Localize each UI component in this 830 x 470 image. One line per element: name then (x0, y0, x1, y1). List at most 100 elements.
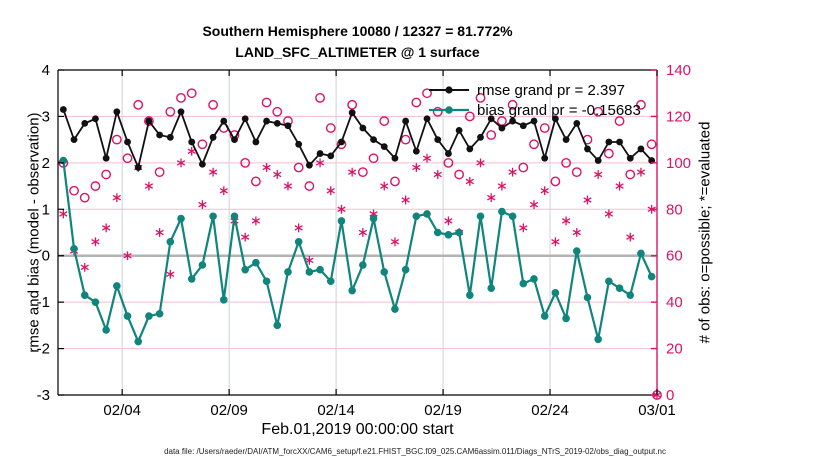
rmse-marker (348, 109, 356, 117)
y-left-tick-label: -1 (37, 294, 50, 311)
y-left-tick-label: 2 (42, 155, 50, 172)
evaluated-obs-point (262, 164, 271, 171)
bias-marker (572, 247, 581, 255)
evaluated-obs-point (433, 171, 442, 178)
evaluated-obs-point (636, 169, 646, 175)
evaluated-obs-point (358, 229, 367, 236)
rmse-marker (445, 150, 452, 157)
evaluated-obs-point (176, 160, 186, 166)
bias-marker (284, 268, 292, 276)
y-right-tick-label: 60 (666, 248, 683, 265)
possible-obs-point (518, 162, 529, 173)
evaluated-obs-point (519, 225, 528, 231)
bias-marker (455, 228, 463, 237)
chart-title-line1: Southern Hemisphere 10080 / 12327 = 81.7… (202, 23, 513, 39)
evaluated-obs-point (166, 271, 175, 278)
rmse-marker (70, 136, 78, 144)
possible-obs-point (593, 106, 604, 117)
bias-marker (487, 284, 496, 293)
possible-obs-point (111, 134, 122, 145)
bias-marker (476, 212, 485, 221)
bias-marker (412, 212, 421, 221)
x-tick-label: 02/19 (424, 402, 462, 419)
bias-marker (209, 212, 217, 221)
rmse-marker (338, 138, 345, 146)
bias-marker (230, 212, 239, 221)
possible-obs-point (240, 157, 251, 168)
possible-obs-point (603, 148, 614, 159)
bias-marker (134, 337, 143, 346)
bias-marker (626, 291, 635, 299)
bias-marker (369, 214, 378, 223)
y-right-tick-label: 80 (666, 201, 683, 218)
possible-obs-point (550, 176, 561, 187)
possible-obs-point (347, 99, 358, 110)
bias-marker (359, 261, 367, 269)
rmse-marker (402, 117, 410, 125)
bias-marker (391, 305, 399, 313)
y-right-tick-label: 20 (666, 341, 683, 358)
rmse-marker (541, 154, 549, 162)
possible-obs-point (454, 169, 465, 180)
bias-marker (316, 265, 324, 274)
evaluated-obs-point (529, 201, 539, 208)
bias-marker (305, 268, 314, 276)
evaluated-obs-point (198, 201, 207, 208)
bias-marker (252, 258, 260, 267)
rmse-marker (252, 138, 260, 146)
bias-marker (637, 249, 645, 258)
possible-obs-point (636, 99, 646, 110)
bias-marker (594, 335, 602, 344)
possible-obs-point (69, 185, 79, 196)
y-left-tick-label: -2 (37, 341, 50, 358)
rmse-marker (434, 136, 442, 144)
bias-marker (348, 286, 356, 295)
rmse-marker (562, 136, 570, 144)
possible-obs-point (390, 176, 400, 187)
evaluated-obs-point (219, 187, 228, 194)
rmse-marker (616, 138, 623, 146)
possible-obs-point (625, 169, 636, 180)
evaluated-obs-point (294, 225, 303, 231)
possible-obs-point (400, 134, 411, 145)
evaluated-obs-point (187, 148, 196, 155)
rmse-marker (284, 122, 292, 130)
rmse-marker (145, 117, 153, 125)
y-left-tick-label: -3 (37, 387, 50, 404)
rmse-marker (177, 108, 185, 116)
possible-obs-point (614, 116, 625, 126)
bias-marker (102, 326, 110, 334)
evaluated-obs-point (561, 218, 571, 224)
bias-marker (615, 284, 624, 293)
bias-marker (145, 312, 153, 320)
possible-obs-point (315, 92, 325, 103)
bias-marker (647, 272, 656, 281)
possible-obs-point (79, 192, 90, 203)
bias-line-sample-icon (429, 106, 469, 114)
evaluated-obs-point (594, 171, 603, 178)
evaluated-obs-point (348, 169, 357, 175)
rmse-marker (316, 150, 324, 157)
legend-item-rmse: rmse grand pr = 2.397 (428, 80, 641, 100)
rmse-marker (605, 138, 613, 146)
rmse-marker (231, 136, 238, 144)
bias-marker (583, 293, 592, 302)
possible-obs-point (186, 88, 197, 99)
evaluated-obs-point (380, 183, 389, 189)
rmse-marker (209, 133, 217, 141)
rmse-marker (509, 117, 516, 125)
possible-obs-point (561, 157, 571, 168)
rmse-line-sample-icon (429, 86, 469, 94)
possible-obs-point (422, 88, 432, 99)
evaluated-obs-point (251, 218, 261, 224)
bias-marker (113, 282, 121, 290)
bias-marker (123, 312, 132, 320)
rmse-marker (594, 157, 602, 164)
x-axis-label: Feb.01,2019 00:00:00 start (261, 421, 454, 438)
bias-line (62, 160, 653, 345)
legend-label-bias: bias grand pr = -0.15683 (477, 101, 641, 119)
evaluated-obs-point (444, 218, 453, 224)
possible-obs-point (571, 167, 582, 178)
bias-marker (326, 277, 335, 286)
possible-obs-point (486, 130, 497, 140)
